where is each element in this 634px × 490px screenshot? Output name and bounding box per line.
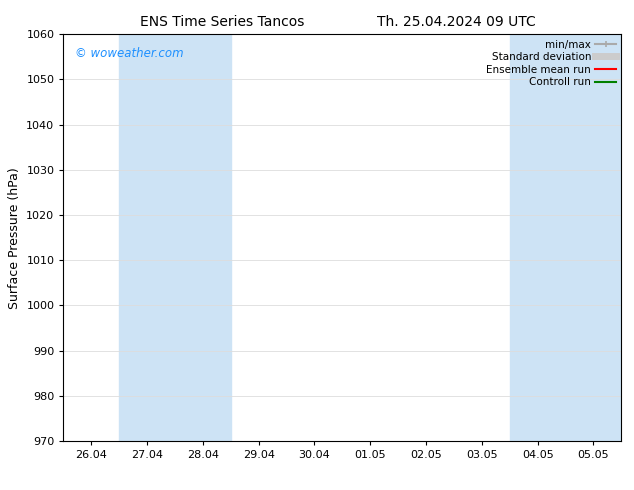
Text: © woweather.com: © woweather.com <box>75 47 183 59</box>
Text: Th. 25.04.2024 09 UTC: Th. 25.04.2024 09 UTC <box>377 15 536 29</box>
Bar <box>119 34 231 441</box>
Bar <box>510 34 621 441</box>
Legend: min/max, Standard deviation, Ensemble mean run, Controll run: min/max, Standard deviation, Ensemble me… <box>484 37 618 89</box>
Text: ENS Time Series Tancos: ENS Time Series Tancos <box>139 15 304 29</box>
Y-axis label: Surface Pressure (hPa): Surface Pressure (hPa) <box>8 167 21 309</box>
